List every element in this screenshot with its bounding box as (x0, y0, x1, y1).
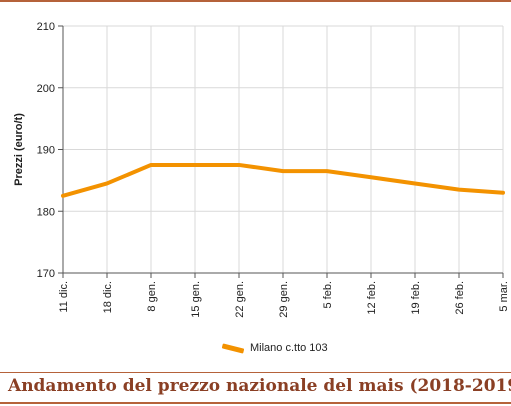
y-tick-label: 210 (37, 21, 55, 33)
legend-label: Milano c.tto 103 (250, 342, 328, 354)
legend-swatch (221, 342, 245, 354)
x-tick-label: 5 feb. (322, 281, 334, 309)
y-tick-label: 170 (37, 268, 55, 280)
y-tick-label: 190 (37, 145, 55, 157)
y-axis-label: Prezzi (euro/t) (13, 113, 25, 186)
x-tick-label: 12 feb. (366, 281, 378, 315)
y-tick-labels: 170 180 190 200 210 (37, 21, 55, 280)
x-tick-label: 11 dic. (58, 281, 70, 313)
y-tick-label: 180 (37, 206, 55, 218)
footer-rule (0, 372, 511, 373)
x-tick-labels: 11 dic. 18 dic. 8 gen. 15 gen. 22 gen. 29 gen… (58, 281, 510, 318)
x-tick-label: 8 gen. (146, 281, 158, 312)
x-tick-label: 22 gen. (234, 281, 246, 318)
x-tick-label: 18 dic. (102, 281, 114, 313)
x-tick-label: 26 feb. (454, 281, 466, 315)
series-line (61, 162, 505, 198)
x-tick-label: 29 gen. (278, 281, 290, 318)
legend: Milano c.tto 103 (221, 340, 328, 356)
axes (58, 25, 504, 278)
footer-bottom-rule (0, 402, 511, 404)
x-tick-label: 15 gen. (190, 281, 202, 318)
top-rule (0, 0, 511, 2)
grid (63, 25, 504, 273)
line-chart: 170 180 190 200 210 11 dic. 18 dic. 8 gen. 15 g… (13, 21, 510, 318)
x-tick-label: 19 feb. (410, 281, 422, 315)
x-tick-label: 5 mar. (498, 281, 510, 312)
series-group (61, 162, 505, 198)
chart-caption: Andamento del prezzo nazionale del mais … (8, 376, 511, 396)
y-tick-label: 200 (37, 83, 55, 95)
